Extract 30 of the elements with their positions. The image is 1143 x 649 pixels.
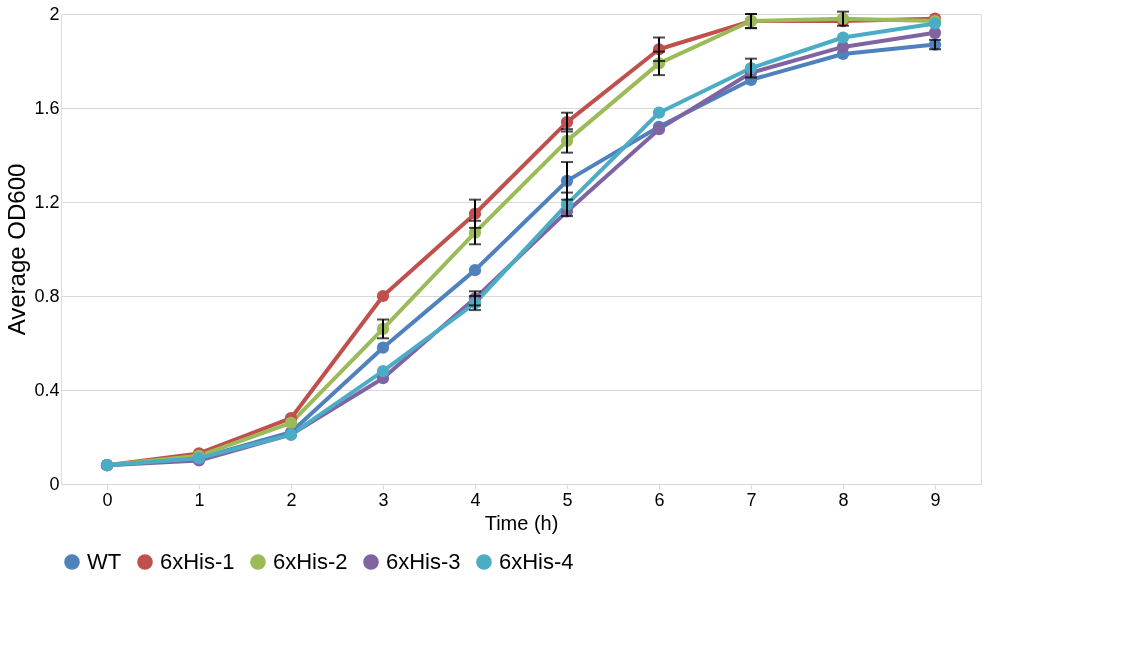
legend-label: 6xHis-4 bbox=[499, 549, 574, 574]
y-tick-label: 0.8 bbox=[34, 285, 60, 306]
x-tick-label: 4 bbox=[470, 489, 481, 510]
x-tick-label: 7 bbox=[746, 489, 757, 510]
x-tick-label: 8 bbox=[838, 489, 849, 510]
y-tick-label: 1.2 bbox=[34, 191, 60, 212]
x-tick-label: 3 bbox=[378, 489, 389, 510]
point bbox=[284, 416, 298, 430]
x-tick-label: 2 bbox=[286, 489, 297, 510]
legend-label: WT bbox=[87, 549, 122, 574]
x-tick-label: 5 bbox=[562, 489, 573, 510]
point bbox=[376, 289, 390, 303]
point bbox=[468, 264, 482, 277]
legend-label: 6xHis-1 bbox=[160, 549, 235, 574]
legend-label: 6xHis-2 bbox=[273, 549, 348, 574]
y-tick-label: 1.6 bbox=[34, 97, 60, 118]
point bbox=[376, 341, 390, 354]
y-tick-label: 0 bbox=[49, 473, 60, 494]
x-tick-label: 9 bbox=[930, 489, 941, 510]
point bbox=[652, 106, 666, 119]
y-tick-label: 2 bbox=[49, 3, 60, 24]
point bbox=[376, 365, 390, 378]
legend-label: 6xHis-3 bbox=[386, 549, 461, 574]
y-axis-title: Average OD600 bbox=[3, 163, 31, 336]
x-tick-label: 6 bbox=[654, 489, 665, 510]
y-tick-label: 0.4 bbox=[34, 379, 60, 400]
x-axis-title: Time (h) bbox=[484, 511, 559, 534]
x-tick-label: 1 bbox=[194, 489, 205, 510]
x-tick-label: 0 bbox=[102, 489, 113, 510]
point bbox=[836, 31, 850, 44]
